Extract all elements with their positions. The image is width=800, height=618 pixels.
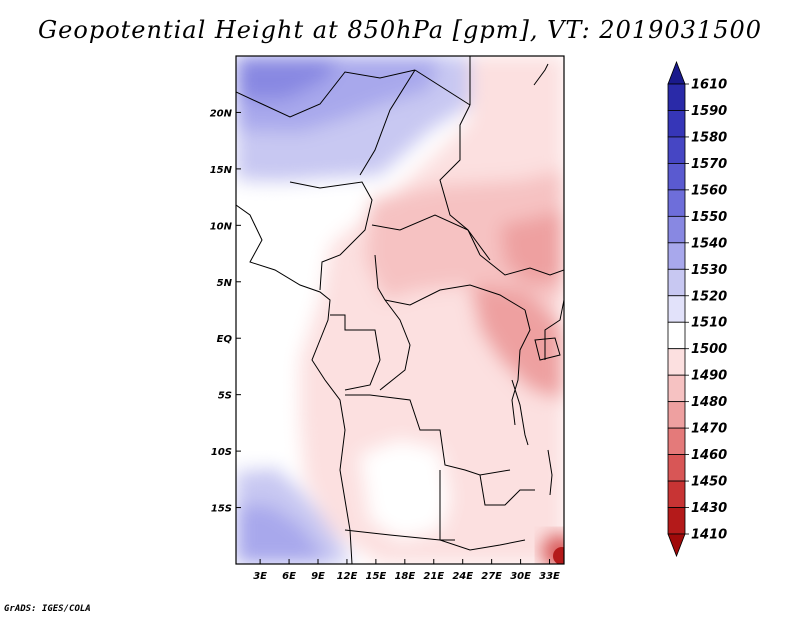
y-tick-label: 15S: [211, 504, 232, 515]
colorbar-label: 1540: [691, 236, 727, 251]
x-tick-label: 21E: [423, 571, 444, 582]
colorbar-label: 1410: [691, 528, 727, 543]
colorbar-label: 1450: [691, 475, 727, 490]
colorbar-box: [667, 83, 686, 111]
colorbar-bottom-triangle: [667, 533, 686, 558]
border-east: [544, 299, 564, 360]
x-tick-label: 27E: [481, 571, 502, 582]
y-tick-label: 10N: [210, 221, 233, 232]
y-tick-label: 5N: [217, 278, 233, 289]
colorbar-box: [667, 295, 686, 323]
border-drc-angola: [345, 394, 511, 476]
x-tick-label: 6E: [282, 571, 296, 582]
colorbar-label: 1590: [691, 104, 727, 119]
colorbar-label: 1610: [691, 78, 727, 93]
x-tick-label: 15E: [366, 571, 387, 582]
colorbar-box: [667, 189, 686, 217]
border-nigeria: [289, 181, 373, 291]
colorbar-box: [667, 163, 686, 191]
colorbar-box: [667, 480, 686, 508]
y-tick-label: 15N: [210, 165, 233, 176]
border-congo-drc: [379, 299, 411, 391]
x-tick-label: 3E: [253, 571, 267, 582]
x-tick-label: 18E: [394, 571, 415, 582]
colorbar-label: 1550: [691, 210, 727, 225]
x-axis: 3E 6E 9E 12E 15E 18E 21E 24E 27E 30E 33E: [253, 559, 560, 582]
field-pink-east: [470, 285, 564, 400]
colorbar-box: [667, 136, 686, 164]
y-tick-label: 5S: [218, 391, 232, 402]
x-tick-label: 9E: [311, 571, 325, 582]
x-tick-label: 33E: [539, 571, 560, 582]
border-libya-chad: [414, 69, 471, 106]
colorbar-box: [667, 427, 686, 455]
colorbar-label: 1510: [691, 316, 727, 331]
colorbar-box: [667, 454, 686, 482]
colorbar-label: 1470: [691, 422, 727, 437]
border-gabon-congo: [330, 314, 381, 391]
colorbar-label: 1570: [691, 157, 727, 172]
coast-red-sea: [533, 63, 549, 86]
map-outlines: [236, 56, 564, 564]
field-blue-north-core: [236, 56, 340, 100]
lake-malawi: [547, 449, 553, 496]
plot-frame: [235, 55, 565, 565]
border-car-chad: [371, 214, 491, 261]
colorbar-box: [667, 268, 686, 297]
y-tick-label: EQ: [217, 334, 233, 345]
border-car-drc: [384, 284, 526, 311]
colorbar-label: 1520: [691, 289, 727, 304]
colorbar: 1610 1590 1580 1570 1560 1550 1540 1530 1520 1510…: [667, 60, 727, 558]
border-angola-namibia: [344, 529, 455, 541]
x-tick-label: 30E: [510, 571, 531, 582]
border-algeria-niger: [236, 69, 416, 118]
x-tick-label: 12E: [337, 571, 358, 582]
grads-credit: GrADS: IGES/COLA: [4, 604, 91, 614]
colorbar-top-triangle: [667, 60, 686, 85]
colorbar-label: 1580: [691, 130, 727, 145]
border-car-cameroon: [374, 254, 386, 301]
colorbar-label: 1430: [691, 501, 727, 516]
colorbar-box: [667, 374, 686, 403]
chart-title: Geopotential Height at 850hPa [gpm], VT:…: [38, 16, 762, 44]
field-white-coast: [236, 180, 370, 470]
border-southsudan-drc-uganda: [511, 309, 531, 426]
colorbar-box: [667, 507, 686, 535]
colorbar-label: 1490: [691, 369, 727, 384]
lake-tanganyika: [511, 379, 529, 446]
border-sudan-southsudan: [479, 254, 564, 276]
colorbar-box: [667, 348, 686, 376]
colorbar-box: [667, 215, 686, 244]
colorbar-label: 1480: [691, 395, 727, 410]
border-chad-niger: [359, 69, 416, 176]
border-drc-zambia: [479, 474, 535, 506]
colorbar-label: 1530: [691, 263, 727, 278]
colorbar-box: [667, 401, 686, 429]
colorbar-box: [667, 110, 686, 138]
lake-victoria: [534, 337, 561, 361]
colorbar-box: [667, 321, 686, 350]
field-white-south: [360, 440, 450, 540]
field-blue-southwest-deep: [236, 505, 330, 564]
coastline-west-africa: [236, 204, 353, 564]
x-tick-label: 24E: [452, 571, 473, 582]
colorbar-box: [667, 242, 686, 270]
colorbar-label: 1500: [691, 342, 727, 357]
colorbar-label: 1460: [691, 448, 727, 463]
y-tick-label: 10S: [211, 447, 232, 458]
field-pink-northeast: [500, 210, 564, 285]
border-zambia: [439, 470, 526, 551]
field-shading: [236, 56, 564, 564]
field-red-southeast-core: [553, 547, 564, 564]
colorbar-label: 1560: [691, 183, 727, 198]
y-axis: 20N 15N 10N 5N EQ 5S 10S 15S: [210, 108, 241, 515]
y-tick-label: 20N: [210, 108, 233, 119]
